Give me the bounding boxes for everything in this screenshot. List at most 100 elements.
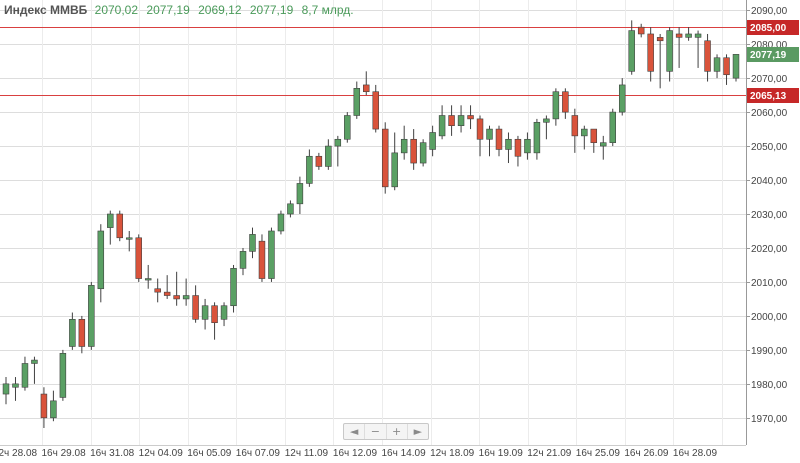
quote-low: 2069,12 [198,3,242,17]
grid [0,0,746,445]
candle-body [372,91,379,130]
candle [391,132,398,191]
candle [78,315,86,354]
candle-body [628,30,635,72]
candles [2,20,740,429]
candle [400,125,408,160]
candle-body [220,305,228,320]
candle-body [353,88,361,116]
candle [97,224,105,303]
candle [533,118,541,160]
candle [495,125,503,157]
y-tick-label: 2000,00 [751,312,788,323]
candle [201,298,209,330]
y-tick-label: 2060,00 [751,108,788,119]
candle [647,27,654,82]
price-tags: 2085,00 2065,13 2077,19 [747,20,799,103]
quote-close: 2077,19 [249,3,294,17]
candle [410,129,417,170]
quote-volume: 8,7 млрд. [301,3,354,17]
candle-body [144,278,152,281]
candle-body [476,118,484,140]
candle [590,128,598,153]
candle [306,149,313,187]
candle-body [732,54,740,79]
candle-body [524,138,531,154]
y-tick-label: 2070,00 [751,74,788,85]
candle-body [533,121,541,154]
candle [88,281,95,350]
candle [287,200,294,218]
x-tick-label: 16ч 29.08 [42,448,87,459]
candle-body [694,33,702,38]
candle-body [486,128,493,140]
candle-body [685,33,692,38]
candle [69,312,76,350]
candle [514,135,522,167]
candle-body [590,128,598,143]
candle [609,108,616,147]
candle-body [107,213,114,228]
candle [732,54,740,82]
scroll-right-button[interactable]: ► [413,425,423,438]
candle [438,105,446,140]
candle [40,387,48,429]
candle-body [249,234,256,252]
scroll-left-button[interactable]: ◄ [344,424,366,439]
zoom-out-button[interactable]: − [365,424,387,439]
level-tag-bg [747,20,799,35]
y-tick-label: 1970,00 [751,414,788,425]
candle [220,302,228,327]
level-tag: 2085,00 [747,20,799,35]
x-tick-label: 12ч 18.09 [430,448,475,459]
candle-body [723,57,730,76]
candle-body [325,145,332,167]
candle [675,27,683,68]
candle-body [258,240,266,279]
x-tick-label: 16ч 25.09 [576,448,621,459]
candle [258,234,266,282]
candle [656,33,664,89]
candle [239,247,247,276]
y-tick-label: 2010,00 [751,278,788,289]
candle [618,78,626,116]
candle [2,377,10,405]
candle-body [182,295,190,300]
candle-body [609,111,616,143]
candle-body [637,26,645,35]
candle-body [505,138,512,150]
candle-body [230,268,237,307]
candle-body [400,138,408,154]
y-tick-label: 2020,00 [751,244,788,255]
x-tick-label: 12ч 28.08 [0,448,38,459]
candle [552,88,560,126]
candle [182,278,190,306]
candle [144,264,152,289]
x-tick-label: 16ч 31.08 [90,448,135,459]
candle-body [334,138,342,147]
candle-body [268,230,275,279]
y-tick-label: 2050,00 [751,142,788,153]
level-tag-bg [747,88,799,103]
candle [21,356,29,391]
candle-body [562,91,569,113]
candle-body [78,319,86,347]
candle-body [211,305,218,324]
candle-body [600,142,607,147]
y-tick-label: 2030,00 [751,210,788,221]
x-tick-label: 16ч 05.09 [187,448,232,459]
level-tag-label: 2085,00 [750,23,787,34]
x-tick-label: 16ч 14.09 [382,448,427,459]
x-tick-label: 16ч 19.09 [479,448,524,459]
candle-body [656,37,664,42]
candle-body [315,155,323,167]
candle-body [192,295,199,320]
y-tick-label: 1980,00 [751,380,788,391]
x-tick-label: 16ч 07.09 [236,448,281,459]
candle [12,377,19,401]
candle [666,27,673,82]
candle [126,230,133,252]
candle-body [704,40,711,72]
candle-body [31,359,38,364]
zoom-in-button[interactable]: + [387,424,408,439]
